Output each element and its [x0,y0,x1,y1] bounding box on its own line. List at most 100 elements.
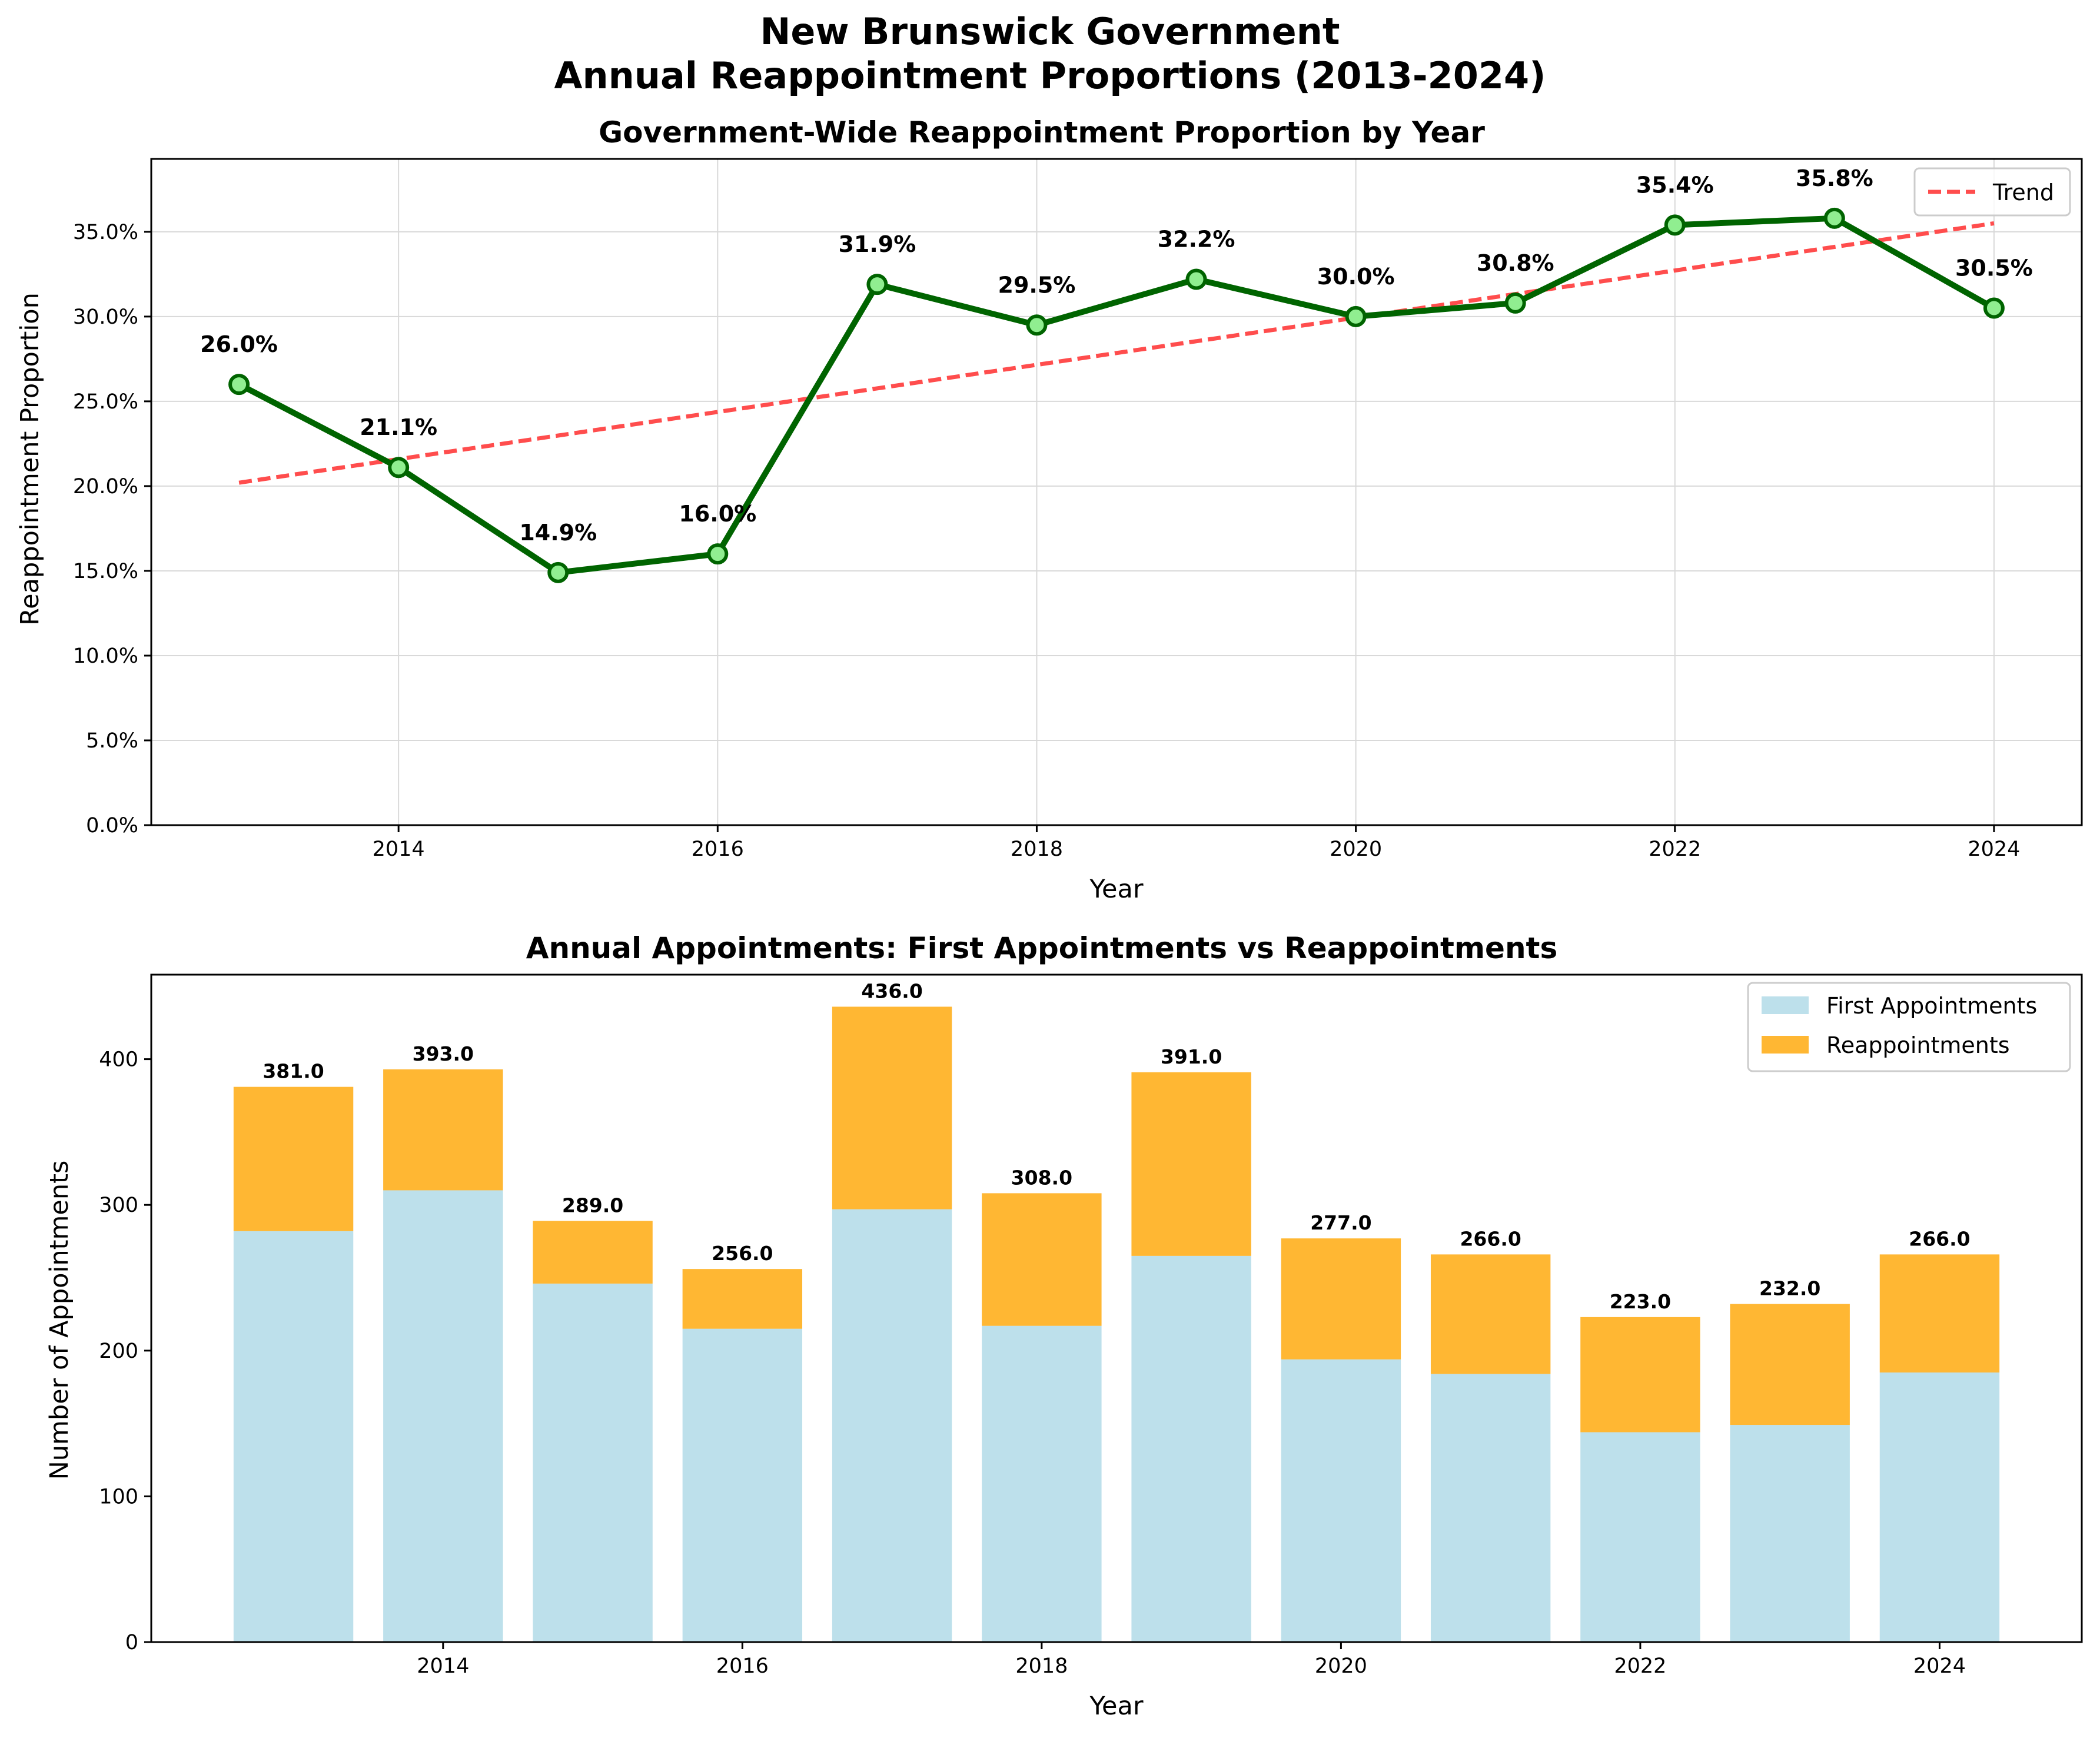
proportion-label-2014: 21.1% [360,414,437,440]
proportion-point-2016 [707,543,729,565]
total-label-2014: 393.0 [413,1042,474,1065]
first-appointments-bar-2022 [1580,1432,1700,1642]
bar-chart-y-tick-label: 100 [99,1485,138,1508]
line-chart-y-tick-label: 15.0% [73,560,138,583]
figure-suptitle-line2: Annual Reappointment Proportions (2013-2… [554,54,1546,97]
proportion-point-2013 [228,374,250,396]
proportion-label-2016: 16.0% [679,501,756,527]
legend-reappointments-swatch [1762,1036,1809,1054]
first-appointments-bar-2021 [1430,1374,1551,1642]
proportion-label-2022: 35.4% [1636,172,1714,198]
proportion-label-2020: 30.0% [1317,264,1395,290]
first-appointments-bar-2023 [1730,1425,1850,1642]
reappointments-bar-2020 [1281,1238,1401,1360]
total-label-2020: 277.0 [1310,1211,1371,1234]
proportion-point-2023 [1823,207,1845,229]
line-chart-axes: 2014 2016 2018 2020 2022 2024 0.0% 5.0% 10.0% 15.… [73,158,2083,861]
trend-line [238,221,1995,485]
proportion-label-2024: 30.5% [1955,255,2033,281]
bar-chart-axes: 2014 2016 2018 2020 2022 2024 0 100 200 300 400 [99,973,2083,1678]
proportion-data-labels: 26.0% 21.1% 14.9% 16.0% 31.9% 29.5% 32.2% 30.0%… [200,165,2033,546]
bar-chart-legend: First Appointments Reappointments [1747,982,2071,1072]
line-chart-y-tick-label: 5.0% [86,729,138,753]
reappointments-bar-2014 [383,1069,503,1191]
line-chart-y-tick-label: 20.0% [73,475,138,499]
line-legend-frame [1913,167,2071,217]
first-appointments-bar-2017 [832,1209,952,1642]
first-appointments-bar-2019 [1131,1255,1251,1642]
reappointments-bar-2016 [682,1269,803,1329]
bar-chart-y-tick-label: 0 [125,1631,138,1654]
proportion-point-2021 [1504,292,1526,314]
total-label-2019: 391.0 [1161,1045,1222,1068]
reappointments-bar-2021 [1430,1254,1551,1374]
total-label-2024: 266.0 [1909,1227,1970,1250]
line-chart-x-axis-label: Year [1089,875,1143,904]
bar-chart-title: Annual Appointments: First Appointments … [526,931,1557,965]
first-appointments-bar-2016 [682,1328,803,1642]
line-chart-y-tick-label: 25.0% [73,390,138,414]
legend-first-appointments-swatch [1762,996,1809,1014]
line-chart-x-tick-label: 2022 [1649,838,1701,861]
reappointments-bar-2024 [1879,1254,2000,1373]
appointments-bar-chart: Annual Appointments: First Appointments … [45,931,2083,1721]
total-label-2023: 232.0 [1759,1277,1820,1300]
bar-chart-x-tick-label: 2018 [1015,1654,1068,1678]
line-chart-y-tick-label: 10.0% [73,644,138,668]
first-appointments-bar-2013 [233,1231,354,1642]
bar-series-layer [233,1006,2000,1642]
proportion-series-line [237,215,1996,576]
bar-chart-y-tick-label: 200 [99,1340,138,1363]
proportion-label-2023: 35.8% [1796,165,1873,191]
bar-legend-frame [1747,982,2071,1072]
bar-total-labels: 381.0 393.0 289.0 256.0 436.0 308.0 391.0 277.0… [262,979,1970,1312]
line-chart-x-tick-label: 2014 [373,838,425,861]
proportion-label-2021: 30.8% [1477,250,1554,276]
proportion-label-2013: 26.0% [200,331,278,357]
total-label-2013: 381.0 [262,1060,324,1083]
bar-chart-x-axis-label: Year [1089,1692,1143,1721]
total-label-2017: 436.0 [861,979,922,1002]
proportion-point-2020 [1345,305,1367,327]
bar-chart-x-tick-label: 2022 [1614,1654,1666,1678]
total-label-2015: 289.0 [562,1194,623,1217]
legend-first-appointments-label: First Appointments [1826,993,2037,1019]
proportion-point-2022 [1664,214,1686,236]
line-chart-x-tick-label: 2024 [1968,838,2020,861]
first-appointments-bar-2015 [533,1283,653,1642]
proportion-point-2024 [1983,297,2005,319]
figure-suptitle-line1: New Brunswick Government [760,10,1340,53]
total-label-2018: 308.0 [1011,1166,1072,1189]
proportion-point-2019 [1185,268,1207,290]
proportion-series-layer [228,207,2005,583]
line-chart-grid [151,159,2082,826]
reappointments-bar-2022 [1580,1317,1700,1433]
total-label-2016: 256.0 [712,1242,773,1265]
proportion-label-2015: 14.9% [519,520,597,546]
legend-reappointments-label: Reappointments [1826,1032,2010,1058]
proportion-label-2017: 31.9% [838,231,916,257]
proportion-point-2017 [866,274,888,295]
first-appointments-bar-2018 [982,1325,1102,1642]
bar-chart-y-tick-label: 300 [99,1194,138,1217]
proportion-label-2018: 29.5% [998,272,1076,298]
bar-chart-x-tick-label: 2024 [1913,1654,1966,1678]
bar-chart-x-tick-label: 2020 [1315,1654,1367,1678]
reappointments-bar-2023 [1730,1304,1850,1425]
total-label-2022: 223.0 [1610,1290,1671,1313]
line-chart-y-tick-label: 35.0% [73,221,138,244]
trend-line-layer [238,221,1995,485]
line-chart-y-tick-label: 0.0% [86,814,138,838]
line-chart-legend: Trend [1913,167,2071,217]
proportion-point-2015 [547,561,569,583]
line-chart-title: Government-Wide Reappointment Proportion… [599,115,1485,149]
proportion-point-2018 [1026,314,1048,336]
bar-chart-y-tick-label: 400 [99,1048,138,1072]
proportion-label-2019: 32.2% [1158,227,1235,252]
reappointments-bar-2015 [533,1221,653,1284]
line-chart-x-tick-label: 2020 [1330,838,1382,861]
bar-chart-x-tick-label: 2014 [417,1654,469,1678]
reappointments-bar-2019 [1131,1072,1251,1256]
reappointments-bar-2017 [832,1006,952,1209]
